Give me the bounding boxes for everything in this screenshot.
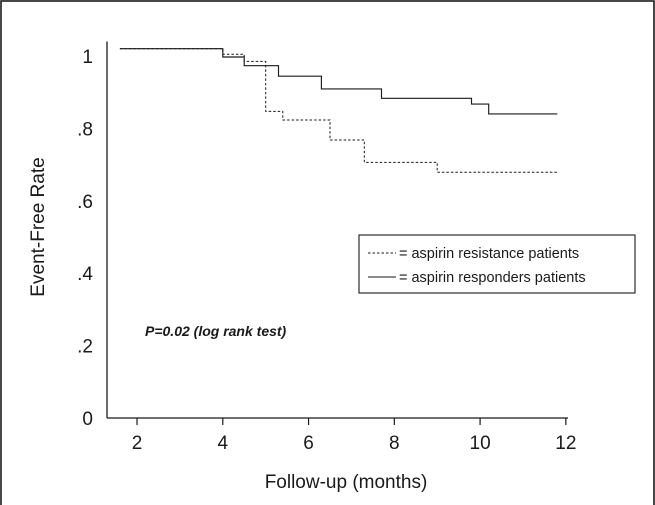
x-axis-ticks: 2 4 6 8 10 12 [132,418,576,454]
legend-label-responders: = aspirin responders patients [399,270,586,286]
x-axis-title: Follow-up (months) [265,472,428,493]
x-tick-label: 6 [303,433,314,454]
y-axis-ticks: 1 .8 .6 .4 .2 0 [77,47,93,430]
legend-label-resistance: = aspirin resistance patients [399,246,579,262]
x-tick-label: 4 [217,433,228,454]
x-tick-label: 12 [555,433,576,454]
x-tick-label: 8 [389,433,400,454]
y-tick-label: 1 [82,47,93,68]
y-tick-label: .8 [77,119,93,140]
y-tick-label: .4 [77,264,93,285]
series-line-aspirin-responders [119,48,558,115]
y-tick-label: .2 [77,337,93,358]
x-tick-label: 10 [470,433,491,454]
p-value-annotation: P=0.02 (log rank test) [145,323,287,339]
x-tick-label: 2 [132,433,143,454]
y-axis-title: Event-Free Rate [28,157,49,296]
y-tick-label: 0 [82,409,93,430]
y-tick-label: .6 [77,192,93,213]
series-line-aspirin-resistance [119,48,558,173]
survival-curves [119,48,558,173]
legend: = aspirin resistance patients = aspirin … [358,234,636,294]
legend-box [358,234,636,294]
